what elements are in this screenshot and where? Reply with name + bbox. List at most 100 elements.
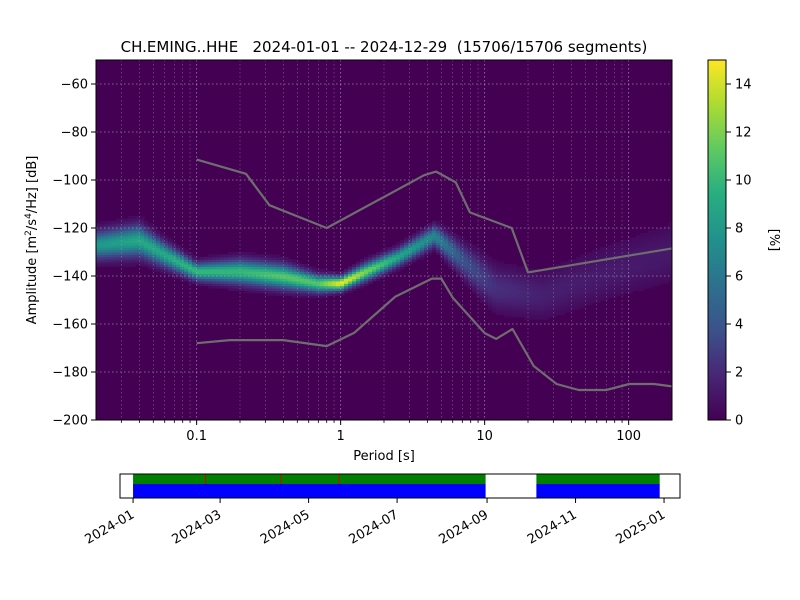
heatmap-cell bbox=[644, 276, 649, 279]
heatmap-cell bbox=[364, 283, 369, 287]
heatmap-cell bbox=[128, 228, 133, 231]
heatmap-cell bbox=[644, 235, 649, 239]
heatmap-cell bbox=[652, 235, 657, 239]
heatmap-cell bbox=[436, 235, 441, 239]
heatmap-cell bbox=[152, 264, 157, 267]
heatmap-cell bbox=[580, 271, 585, 275]
heatmap-cell bbox=[480, 283, 485, 287]
heatmap-cell bbox=[504, 292, 509, 296]
heatmap-cell bbox=[116, 261, 121, 265]
heatmap-cell bbox=[560, 271, 565, 275]
heatmap-cell bbox=[544, 283, 549, 287]
heatmap-cell bbox=[532, 290, 537, 294]
heatmap-cell bbox=[436, 242, 441, 246]
heatmap-cell bbox=[568, 309, 573, 313]
heatmap-cell bbox=[320, 276, 325, 279]
heatmap-cell bbox=[132, 240, 137, 243]
heatmap-cell bbox=[176, 259, 181, 263]
heatmap-cell bbox=[120, 242, 125, 246]
heatmap-cell bbox=[628, 276, 633, 279]
heatmap-cell bbox=[404, 242, 409, 246]
heatmap-cell bbox=[524, 280, 529, 284]
heatmap-cell bbox=[508, 314, 513, 318]
heatmap-cell bbox=[624, 261, 629, 265]
heatmap-cell bbox=[440, 247, 445, 251]
heatmap-cell bbox=[256, 256, 261, 260]
heatmap-cell bbox=[232, 252, 237, 255]
heatmap-cell bbox=[312, 285, 317, 289]
noise-curve-nhnm bbox=[196, 158, 672, 274]
heatmap-cell bbox=[648, 264, 653, 267]
heatmap-cell bbox=[260, 276, 265, 279]
heatmap-cell bbox=[652, 266, 657, 270]
heatmap-cell bbox=[268, 273, 273, 277]
heatmap-cell bbox=[172, 254, 177, 258]
heatmap-cell bbox=[548, 273, 553, 277]
heatmap-cell bbox=[148, 256, 153, 260]
heatmap-cell bbox=[388, 254, 393, 258]
heatmap-cell bbox=[636, 247, 641, 251]
heatmap-cell bbox=[100, 259, 105, 263]
heatmap-cell bbox=[140, 249, 145, 253]
heatmap-cell bbox=[228, 264, 233, 267]
heatmap-cell bbox=[300, 295, 305, 299]
heatmap-cell bbox=[116, 254, 121, 258]
heatmap-cell bbox=[172, 273, 177, 277]
heatmap-cell bbox=[512, 312, 517, 315]
heatmap-cell bbox=[564, 273, 569, 277]
heatmap-cell bbox=[360, 271, 365, 275]
heatmap-cell bbox=[408, 242, 413, 246]
chart-title: CH.EMING..HHE 2024-01-01 -- 2024-12-29 (… bbox=[121, 38, 648, 56]
heatmap-cell bbox=[196, 283, 201, 287]
heatmap-cell bbox=[108, 220, 113, 224]
heatmap-cell bbox=[220, 261, 225, 265]
heatmap-cell bbox=[328, 290, 333, 294]
heatmap-cell bbox=[648, 278, 653, 282]
heatmap-cell bbox=[548, 314, 553, 318]
heatmap-cell bbox=[444, 242, 449, 246]
heatmap-cell bbox=[120, 218, 125, 222]
heatmap-cell bbox=[276, 290, 281, 294]
heatmap-cell bbox=[292, 261, 297, 265]
heatmap-cell bbox=[552, 312, 557, 315]
heatmap-cell bbox=[120, 235, 125, 239]
heatmap-cell bbox=[580, 273, 585, 277]
heatmap-cell bbox=[136, 232, 141, 236]
heatmap-cell bbox=[372, 266, 377, 270]
heatmap-cell bbox=[160, 242, 165, 246]
heatmap-cell bbox=[196, 261, 201, 265]
heatmap-cell bbox=[592, 264, 597, 267]
heatmap-cell bbox=[600, 268, 605, 272]
heatmap-cell bbox=[108, 259, 113, 263]
heatmap-cell bbox=[600, 254, 605, 258]
heatmap-cell bbox=[280, 283, 285, 287]
heatmap-cell bbox=[164, 268, 169, 272]
heatmap-cell bbox=[512, 290, 517, 294]
heatmap-cell bbox=[308, 278, 313, 282]
heatmap-cell bbox=[252, 254, 257, 258]
heatmap-cell bbox=[620, 256, 625, 260]
heatmap-cell bbox=[348, 278, 353, 282]
heatmap-cell bbox=[440, 244, 445, 248]
heatmap-cell bbox=[580, 297, 585, 301]
heatmap-cell bbox=[344, 276, 349, 279]
heatmap-cell bbox=[256, 276, 261, 279]
heatmap-cell bbox=[388, 252, 393, 255]
timeline-tick-label: 2024-07 bbox=[347, 507, 402, 547]
heatmap-cell bbox=[404, 259, 409, 263]
heatmap-cell bbox=[464, 276, 469, 279]
heatmap-cell bbox=[500, 290, 505, 294]
heatmap-cell bbox=[352, 285, 357, 289]
heatmap-cell bbox=[96, 240, 101, 243]
heatmap-cell bbox=[456, 249, 461, 253]
heatmap-cell bbox=[404, 261, 409, 265]
heatmap-cell bbox=[476, 273, 481, 277]
heatmap-cell bbox=[652, 244, 657, 248]
heatmap-cell bbox=[552, 278, 557, 282]
heatmap-cell bbox=[424, 237, 429, 241]
heatmap-cell bbox=[664, 261, 669, 265]
heatmap-cell bbox=[396, 249, 401, 253]
heatmap-cell bbox=[252, 264, 257, 267]
heatmap-cell bbox=[560, 266, 565, 270]
heatmap-cell bbox=[580, 264, 585, 267]
